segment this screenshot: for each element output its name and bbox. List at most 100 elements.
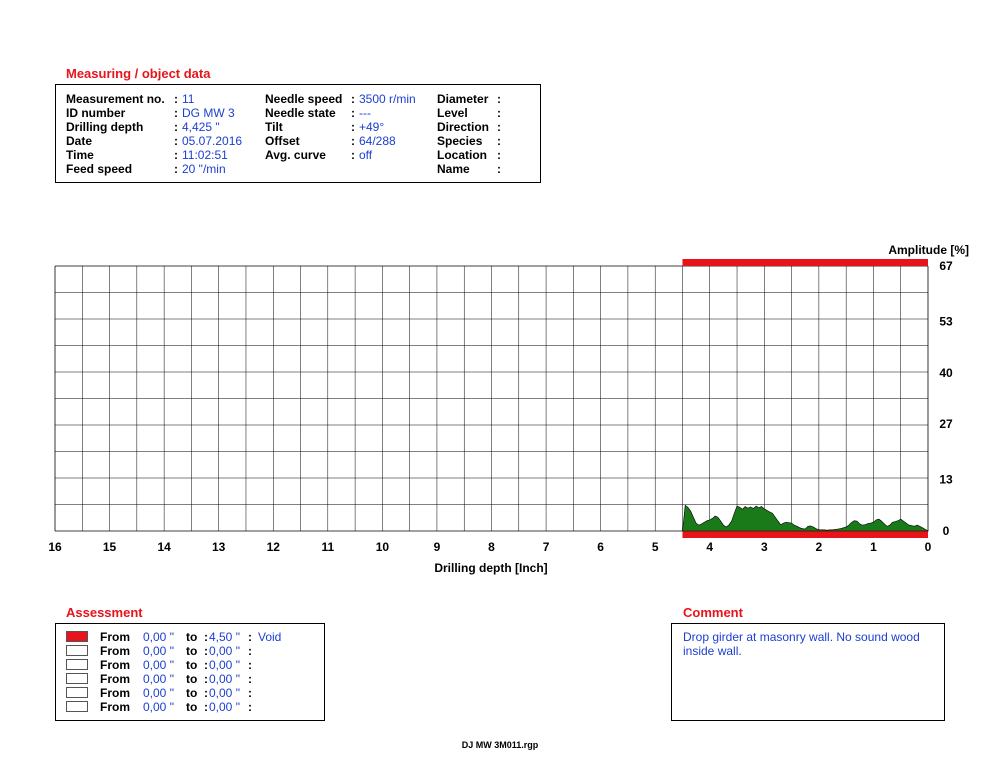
- measuring-row: Offset:64/288: [265, 134, 429, 148]
- assessment-color-swatch[interactable]: [66, 631, 88, 642]
- assessment-color-swatch[interactable]: [66, 673, 88, 684]
- x-tick-label: 12: [267, 540, 281, 554]
- file-name: DJ MW 3M011.rgp: [461, 740, 539, 750]
- field-label: Location: [437, 148, 487, 162]
- to-label: to: [186, 630, 198, 644]
- to-value: 0,00 ": [209, 700, 240, 714]
- x-tick-labels: 16 15 14 13 12 11 10 9 8 7 6 5 4 3 2 1 0: [48, 540, 931, 554]
- assessment-color-swatch[interactable]: [66, 701, 88, 712]
- measuring-row: Needle state: ---: [265, 106, 429, 120]
- assessment-row: From 0,00 " to:0,00 ":: [66, 644, 316, 658]
- note-separator: :: [248, 658, 252, 672]
- note-separator: :: [248, 700, 252, 714]
- measuring-column-2: Needle speed:3500 r/min Needle state: --- T…: [265, 92, 429, 162]
- measuring-row: Species:: [437, 134, 525, 148]
- to-separator: :: [204, 630, 208, 644]
- field-value: 11: [182, 92, 195, 106]
- measuring-row: Location:: [437, 148, 525, 162]
- to-label: to: [186, 658, 198, 672]
- comment-text: Drop girder at masonry wall. No sound wo…: [683, 630, 920, 658]
- from-label: From: [100, 686, 130, 700]
- y-tick-label: 53: [939, 314, 953, 328]
- field-separator: :: [174, 134, 178, 148]
- from-label: From: [100, 672, 130, 686]
- field-separator: :: [497, 162, 501, 176]
- from-label: From: [100, 700, 130, 714]
- field-value: 05.07.2016: [182, 134, 243, 148]
- field-label: Diameter: [437, 92, 489, 106]
- field-label: Feed speed: [66, 162, 133, 176]
- field-separator: :: [174, 106, 178, 120]
- x-tick-label: 11: [321, 540, 334, 554]
- measuring-row: Needle speed:3500 r/min: [265, 92, 429, 106]
- assessment-row: From 0,00 " to:4,50 ": Void: [66, 630, 316, 644]
- field-separator: :: [351, 120, 355, 134]
- note-separator: :: [248, 644, 252, 658]
- field-label: Needle speed: [265, 92, 343, 106]
- field-value: 64/288: [359, 134, 396, 148]
- x-tick-label: 8: [488, 540, 495, 554]
- x-tick-label: 15: [103, 540, 117, 554]
- assessment-box: [55, 623, 325, 721]
- field-separator: :: [351, 106, 355, 120]
- field-separator: :: [497, 92, 501, 106]
- to-label: to: [186, 644, 198, 658]
- from-label: From: [100, 644, 130, 658]
- to-value: 0,00 ": [209, 658, 240, 672]
- measuring-row: Name:: [437, 162, 525, 176]
- x-tick-label: 6: [597, 540, 604, 554]
- field-label: Name: [437, 162, 470, 176]
- field-label: ID number: [66, 106, 126, 120]
- from-value: 0,00 ": [143, 644, 174, 658]
- note-separator: :: [248, 686, 252, 700]
- field-label: Species: [437, 134, 483, 148]
- y-tick-label: 67: [939, 259, 953, 273]
- x-tick-label: 14: [157, 540, 171, 554]
- y-tick-label: 40: [939, 366, 953, 380]
- field-separator: :: [497, 120, 501, 134]
- measuring-box: [55, 84, 541, 183]
- measuring-column-3: Diameter: Level: Direction: Species: Locatio…: [437, 92, 525, 176]
- field-value: 4,425 ": [182, 120, 220, 134]
- field-label: Drilling depth: [66, 120, 144, 134]
- to-separator: :: [204, 658, 208, 672]
- field-separator: :: [497, 134, 501, 148]
- to-separator: :: [204, 700, 208, 714]
- field-separator: :: [351, 134, 355, 148]
- x-tick-label: 5: [652, 540, 659, 554]
- assessment-color-swatch[interactable]: [66, 659, 88, 670]
- measuring-row: Avg. curve: off: [265, 148, 429, 162]
- to-value: 0,00 ": [209, 644, 240, 658]
- x-tick-label: 16: [48, 540, 62, 554]
- y-tick-label: 13: [939, 473, 953, 487]
- field-value: +49°: [359, 120, 385, 134]
- to-value: 0,00 ": [209, 672, 240, 686]
- to-label: to: [186, 672, 198, 686]
- x-tick-label: 13: [212, 540, 226, 554]
- measuring-row: Feed speed:20 "/min: [66, 162, 252, 176]
- assessment-color-swatch[interactable]: [66, 645, 88, 656]
- measuring-column-1: Measurement no.:11 ID number: DG MW 3 Drill…: [66, 92, 252, 176]
- field-label: Level: [437, 106, 468, 120]
- y-tick-label: 27: [939, 417, 953, 431]
- measuring-row: Date:05.07.2016: [66, 134, 252, 148]
- field-label: Tilt: [265, 120, 283, 134]
- comment-box: [671, 623, 945, 721]
- assessment-color-swatch[interactable]: [66, 687, 88, 698]
- from-value: 0,00 ": [143, 672, 174, 686]
- field-label: Avg. curve: [265, 148, 326, 162]
- measuring-row: Tilt: +49°: [265, 120, 429, 134]
- x-tick-label: 0: [925, 540, 932, 554]
- assessment-row: From 0,00 " to:0,00 ":: [66, 672, 316, 686]
- field-separator: :: [174, 120, 178, 134]
- to-label: to: [186, 700, 198, 714]
- assessment-row: From 0,00 " to:0,00 ":: [66, 658, 316, 672]
- measuring-row: Drilling depth:4,425 ": [66, 120, 252, 134]
- assessment-bar-bottom: [682, 531, 928, 538]
- field-separator: :: [351, 148, 355, 162]
- x-tick-label: 10: [376, 540, 390, 554]
- x-tick-label: 4: [706, 540, 713, 554]
- to-value: 0,00 ": [209, 686, 240, 700]
- x-tick-label: 2: [816, 540, 823, 554]
